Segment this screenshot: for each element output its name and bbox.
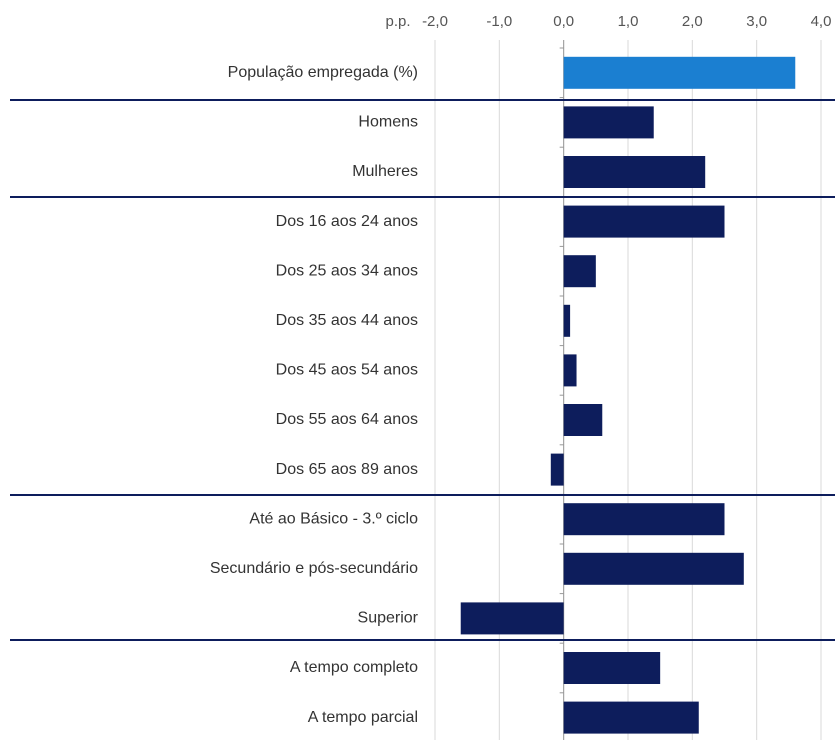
- x-tick-label: -2,0: [422, 13, 448, 30]
- bar: [563, 552, 744, 585]
- y-tick-label: Mulheres: [352, 163, 418, 180]
- bar: [563, 701, 699, 734]
- x-tick-label: 3,0: [746, 13, 767, 30]
- x-tick-label: 4,0: [811, 13, 832, 30]
- bar: [563, 503, 725, 536]
- bar: [563, 652, 661, 684]
- bar: [563, 304, 571, 337]
- x-tick-label: -1,0: [486, 13, 512, 30]
- y-tick-label: Secundário e pós-secundário: [210, 560, 418, 577]
- y-tick-label: Dos 55 aos 64 anos: [276, 411, 418, 428]
- y-tick-label: Até ao Básico - 3.º ciclo: [249, 510, 418, 527]
- y-tick-label: A tempo completo: [290, 659, 418, 676]
- y-tick-label: Dos 16 aos 24 anos: [276, 213, 418, 230]
- y-tick-label: População empregada (%): [228, 64, 418, 81]
- bar: [563, 56, 796, 89]
- x-tick-label: 1,0: [618, 13, 639, 30]
- bar: [563, 255, 596, 288]
- bar: [563, 404, 603, 436]
- axis-label: p.p.: [385, 13, 410, 30]
- bar: [563, 205, 725, 238]
- y-tick-label: Superior: [358, 610, 419, 627]
- bar: [563, 156, 706, 188]
- bar: [563, 354, 577, 387]
- y-tick-label: Dos 25 aos 34 anos: [276, 262, 418, 279]
- bar: [550, 453, 564, 486]
- y-tick-label: Dos 45 aos 54 anos: [276, 362, 418, 379]
- y-tick-label: Dos 35 aos 44 anos: [276, 312, 418, 329]
- x-tick-label: 0,0: [553, 13, 574, 30]
- y-tick-label: Dos 65 aos 89 anos: [276, 461, 418, 478]
- bar: [460, 602, 564, 635]
- bar: [563, 106, 654, 139]
- y-tick-label: A tempo parcial: [308, 709, 418, 726]
- x-tick-label: 2,0: [682, 13, 703, 30]
- y-tick-label: Homens: [358, 114, 418, 131]
